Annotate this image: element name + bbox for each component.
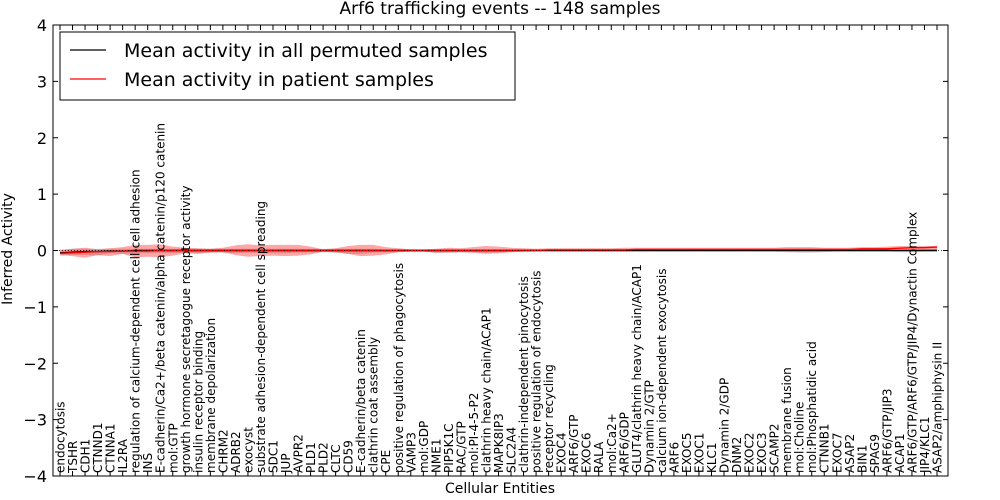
x-axis-ticks [59, 25, 938, 476]
y-tick-label: −4 [23, 467, 47, 486]
x-tick-label: BIN1 [855, 445, 869, 473]
x-tick-label: EXOC6 [580, 433, 594, 474]
x-tick-label: EXOC4 [555, 432, 569, 473]
x-tick-label: mol:Ca2+ [605, 413, 619, 473]
x-tick-label: EXOC3 [755, 433, 769, 474]
x-tick-label: CDH1 [79, 439, 93, 473]
x-tick-label: SPAG9 [868, 434, 882, 473]
x-tick-label: clathrin coat assembly [367, 337, 381, 473]
y-tick-label: 0 [37, 242, 47, 261]
x-tick-label: KLC1 [705, 442, 719, 473]
x-tick-label: ARF6/GTP/JIP3 [880, 388, 894, 473]
x-tick-label: Dynamin 2/GDP [718, 378, 732, 473]
x-tick-label: mol:PI-4-5-P2 [467, 393, 481, 473]
x-tick-label: DNM2 [730, 437, 744, 473]
x-tick-label: calcium ion-dependent exocytosis [655, 269, 669, 474]
x-tick-label: ARF6 [667, 442, 681, 473]
x-tick-label: ASAP2 [843, 434, 857, 473]
plot-frame [52, 24, 949, 477]
x-tick-label: IL2RA [116, 438, 130, 473]
x-tick-label: mol:GDP [417, 421, 431, 473]
y-tick-label: 3 [37, 72, 47, 91]
x-tick-label: mol:Choline [793, 402, 807, 473]
x-tick-label: endocytosis [54, 401, 68, 473]
x-tick-label: EXOC1 [693, 433, 707, 474]
x-tick-label: Dynamin 2/GTP [642, 380, 656, 473]
x-tick-label: substrate adhesion-dependent cell spread… [254, 201, 268, 473]
x-tick-label: EXOC5 [680, 432, 694, 473]
x-tick-label: CTNND1 [91, 422, 105, 473]
x-tick-label: RALA [592, 441, 606, 473]
y-axis-label: Inferred Activity [0, 193, 16, 305]
x-tick-label: E-cadherin/beta catenin [354, 329, 368, 473]
x-tick-label: CTNNA1 [104, 423, 118, 473]
x-tick-label: mol:GTP [166, 423, 180, 473]
legend-label-patient: Mean activity in patient samples [124, 69, 434, 91]
x-tick-label: positive regulation of endocytosis [530, 270, 544, 473]
x-tick-labels: endocytosisTSHRCDH1CTNND1CTNNA1IL2RAregu… [54, 123, 945, 474]
x-tick-label: AVPR2 [292, 434, 306, 473]
x-tick-label: membrane depolarization [204, 318, 218, 473]
y-tick-label: 2 [37, 129, 47, 148]
x-tick-label: MAPK8IP3 [492, 413, 506, 473]
y-tick-label: 1 [37, 185, 47, 204]
x-tick-label: ASAP2/amphiphysin II [931, 342, 945, 473]
x-tick-label: PIP5K1C [442, 423, 456, 473]
x-tick-label: mol:Phosphatidic acid [805, 341, 819, 473]
x-tick-label: GLUT4/clathrin heavy chain/ACAP1 [630, 264, 644, 473]
x-tick-label: NME1 [429, 438, 443, 473]
x-tick-label: clathrin heavy chain/ACAP1 [480, 307, 494, 473]
y-tick-label: −1 [23, 298, 47, 317]
legend-box [59, 31, 516, 101]
x-tick-label: ARF6/GTP/ARF6/GTP/JIP4/Dynactin Complex [905, 212, 919, 473]
x-tick-label: regulation of calcium-dependent cell-cel… [129, 169, 143, 473]
x-tick-label: CTNNB1 [818, 423, 832, 473]
x-tick-label: receptor recycling [542, 364, 556, 473]
x-tick-label: E-cadherin/Ca2+/beta catenin/alpha caten… [154, 123, 168, 473]
x-tick-label: insulin receptor binding [191, 331, 205, 473]
x-tick-label: ADRB2 [229, 431, 243, 473]
x-tick-label: RAC/GTP [454, 421, 468, 473]
x-tick-label: exocyst [241, 427, 255, 473]
x-tick-label: CHRM2 [216, 429, 230, 473]
x-tick-label: EXOC2 [743, 433, 757, 474]
x-tick-label: VAMP3 [404, 432, 418, 473]
x-tick-label: SCAMP2 [768, 424, 782, 473]
x-tick-label: ARF6/GTP [567, 414, 581, 473]
x-tick-label: positive regulation of phagocytosis [392, 263, 406, 473]
x-tick-label: JIP4/KLC1 [918, 416, 932, 474]
legend-label-permuted: Mean activity in all permuted samples [124, 40, 487, 62]
x-tick-label: ACAP1 [893, 434, 907, 473]
x-tick-label: SDC1 [267, 440, 281, 473]
x-tick-label: SLC2A4 [505, 427, 519, 473]
x-tick-label: membrane fusion [780, 367, 794, 473]
legend: Mean activity in all permuted samples Me… [59, 31, 516, 101]
x-tick-label: TSHR [66, 441, 80, 474]
x-tick-label: JUP [279, 453, 293, 474]
x-tick-label: ARF6/GDP [617, 412, 631, 473]
x-tick-label: EXOC7 [830, 433, 844, 474]
y-tick-label: −2 [23, 354, 47, 373]
x-tick-label: CD59 [342, 440, 356, 473]
x-tick-label: PLD1 [304, 442, 318, 473]
y-tick-label: 4 [37, 16, 47, 35]
y-tick-label: −3 [23, 411, 47, 430]
x-tick-label: CPE [379, 450, 393, 473]
chart-title: Arf6 trafficking events -- 148 samples [339, 0, 660, 19]
x-tick-label: growth hormone secretagogue receptor act… [179, 186, 193, 473]
x-axis-label: Cellular Entities [445, 481, 555, 497]
x-tick-label: clathrin-independent pinocytosis [517, 276, 531, 473]
x-tick-label: PLD2 [317, 442, 331, 473]
x-tick-label: INS [141, 453, 155, 473]
y-axis-ticks: −4 −3 −2 −1 0 1 2 3 4 [23, 16, 948, 486]
x-tick-label: CLTC [329, 445, 343, 473]
